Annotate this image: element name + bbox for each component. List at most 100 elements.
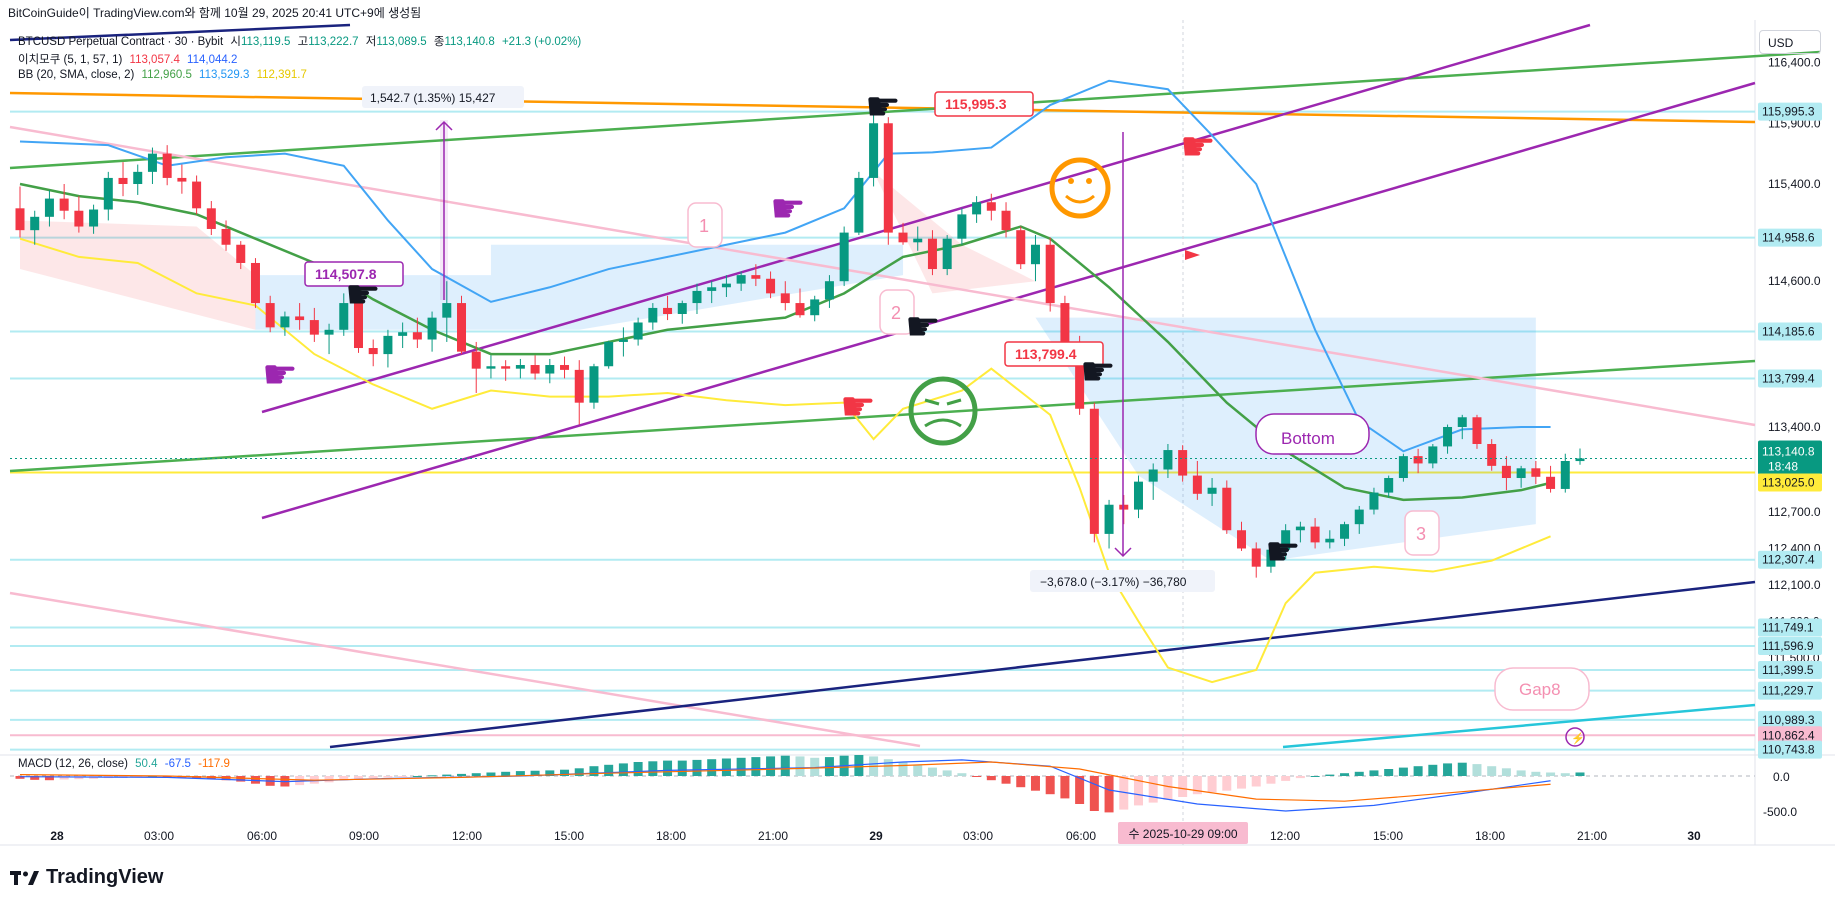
candle-body <box>44 198 54 217</box>
candle-body <box>1178 450 1188 476</box>
price-badge <box>1758 102 1822 121</box>
macd-hist-bar <box>1340 773 1350 776</box>
macd-hist-bar <box>589 766 599 776</box>
candle-body <box>1045 244 1055 304</box>
macd-hist-bar <box>913 764 923 776</box>
macd-name: MACD (12, 26, close) <box>18 758 128 770</box>
macd-hist-bar <box>1251 776 1261 787</box>
candle-body <box>1089 408 1099 534</box>
macd-hist-bar <box>1222 776 1232 791</box>
candle-body <box>1148 469 1158 482</box>
macd-hist-bar <box>1045 776 1055 795</box>
pointing-hand-icon: ☛ <box>1180 125 1216 169</box>
macd-hist-bar <box>1457 762 1467 776</box>
candle-body <box>457 303 467 352</box>
legend-ichimoku[interactable]: 이치모쿠 (5, 1, 57, 1) 113,057.4 114,044.2 <box>18 51 241 67</box>
bb-lower: 112,391.7 <box>256 69 307 81</box>
candle-body <box>1119 504 1129 510</box>
candle-body <box>89 209 99 227</box>
callout-114507-box <box>304 261 404 287</box>
macd-hist-bar <box>30 776 40 780</box>
legend-high-label: 고 <box>297 36 309 48</box>
price-badge <box>1758 618 1822 637</box>
number-label-num1: 1 <box>699 216 709 236</box>
macd-hist-bar <box>515 771 525 776</box>
time-axis-label: 12:00 <box>1270 829 1300 843</box>
measure-up-arrowhead <box>435 120 453 131</box>
candle-body <box>736 275 746 284</box>
bottom-bubble <box>1255 413 1370 455</box>
lightning-icon <box>1565 727 1585 747</box>
lightning-glyph-icon: ⚡ <box>1571 732 1585 745</box>
candle-body <box>957 214 967 239</box>
candle-body <box>1163 450 1173 470</box>
currency-selector[interactable]: USD <box>1759 30 1821 54</box>
macd-hist-bar <box>1295 776 1305 779</box>
tradingview-icon <box>10 870 39 885</box>
legend-low-label: 저 <box>365 36 377 48</box>
number-label-num2: 2 <box>891 303 901 323</box>
sad-face-eyes-icon <box>924 398 962 406</box>
time-axis-label: 12:00 <box>452 829 482 843</box>
trendline-cyan <box>1282 703 1756 749</box>
macd-hist-bar <box>471 773 481 776</box>
price-badge-label: 114,958.6 <box>1762 231 1815 245</box>
yellow-price-label: 113,025.0 <box>1762 476 1815 490</box>
candle-body <box>663 307 673 314</box>
trendline-orange <box>9 91 1756 124</box>
macd-tick-neg500: -500.0 <box>1763 805 1797 819</box>
macd-hist-bar <box>560 769 570 776</box>
candle-body <box>1133 481 1143 510</box>
smiley-eye-left-icon <box>1068 178 1074 184</box>
ichimoku-name: 이치모쿠 (5, 1, 57, 1) <box>18 54 123 66</box>
bb-upper-line <box>19 79 1551 453</box>
tradingview-logo[interactable]: TradingView <box>10 866 163 889</box>
legend-macd[interactable]: MACD (12, 26, close) 50.4 -67.5 -117.9 <box>18 758 234 770</box>
price-badge <box>1758 726 1822 745</box>
bb-lower-line <box>19 237 1551 684</box>
candle-body <box>442 303 452 318</box>
candle-body <box>236 244 246 263</box>
macd-line-value: -67.5 <box>164 758 191 770</box>
price-tick-label: 113,400.0 <box>1768 420 1821 434</box>
candle-body <box>574 369 584 403</box>
macd-hist-bar <box>1575 772 1585 776</box>
macd-hist-bar <box>618 763 628 776</box>
candle-body <box>1060 303 1070 342</box>
macd-hist-bar <box>766 756 776 776</box>
price-badge-label: 111,229.7 <box>1762 684 1814 698</box>
price-badge <box>1758 322 1822 341</box>
macd-hist-value: 50.4 <box>135 758 158 770</box>
candle-body <box>103 177 113 210</box>
pointing-hand-icon: ☛ <box>770 187 806 231</box>
macd-hist-bar <box>1192 776 1202 795</box>
macd-hist-bar <box>574 768 584 776</box>
price-badge <box>1758 661 1822 680</box>
candle-body <box>1516 468 1526 479</box>
candle-body <box>339 303 349 330</box>
pointing-hand-icon: ☛ <box>262 353 298 397</box>
candle-body <box>927 238 937 270</box>
price-badge-label: 113,799.4 <box>1762 371 1815 385</box>
legend-bb[interactable]: BB (20, SMA, close, 2) 112,960.5 113,529… <box>18 69 311 81</box>
macd-hist-bar <box>1266 776 1276 784</box>
candle-body <box>721 283 731 288</box>
trendline-purple-lower <box>261 81 1756 520</box>
candle-body <box>751 275 761 279</box>
callout-113799-label: 113,799.4 <box>1015 346 1077 362</box>
macd-signal-value: -117.9 <box>198 758 230 770</box>
ichimoku-cloud-blue <box>255 244 904 330</box>
macd-hist-bar <box>707 759 717 776</box>
candle-body <box>206 208 216 229</box>
macd-hist-bar <box>1428 764 1438 776</box>
candle-body <box>1295 526 1305 531</box>
crosshair-time-label: 수 2025-10-29 09:00 <box>1128 827 1237 841</box>
legend-low: 113,089.5 <box>376 36 427 48</box>
macd-hist-bar <box>648 761 658 776</box>
candle-body <box>1251 548 1261 567</box>
macd-hist-bar <box>663 760 673 776</box>
candle-body <box>1104 504 1114 534</box>
pointing-hand-icon: ☛ <box>865 85 901 129</box>
candle-body <box>15 208 25 231</box>
